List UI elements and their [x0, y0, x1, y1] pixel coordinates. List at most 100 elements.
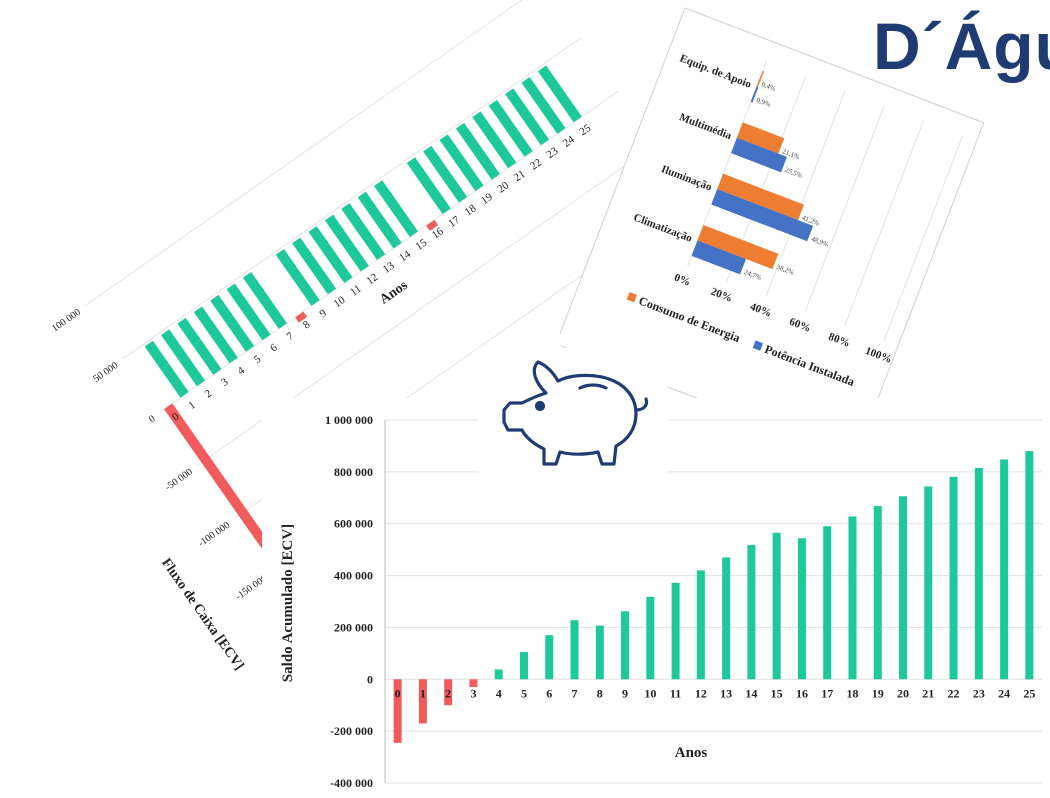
saldo-bar: [924, 486, 933, 680]
saldo-bar: [722, 557, 731, 680]
saldo-y-tick-label: 400 000: [334, 569, 373, 583]
saldo-bars: [393, 451, 1034, 743]
energy-grid-line: [765, 90, 846, 297]
legend-swatch-potencia: [752, 340, 764, 351]
saldo-bar: [949, 476, 958, 680]
energy-bar: [736, 122, 785, 154]
cash-bar: [295, 311, 308, 323]
saldo-x-tick-label: 22: [948, 686, 960, 700]
cash-bar: [406, 157, 451, 215]
saldo-bar: [494, 669, 503, 680]
saldo-x-tick-label: 10: [644, 686, 656, 700]
saldo-x-tick-label: 12: [695, 686, 707, 700]
saldo-x-tick-label: 15: [771, 686, 783, 700]
saldo-chart: 1 000 000 800 000 600 000 400 000 200 000 0 -2…: [280, 413, 1042, 790]
saldo-x-tick-label: 6: [546, 686, 552, 700]
saldo-bar: [1025, 451, 1034, 680]
cash-bar: [537, 65, 582, 123]
saldo-grid: [384, 419, 1042, 784]
cash-bar: [488, 99, 533, 157]
saldo-chart-panel: 1 000 000 800 000 600 000 400 000 200 000 0 -2…: [262, 398, 1050, 793]
cash-y-tick-label: 50 000: [91, 360, 120, 385]
cash-x-tick-label: 21: [512, 168, 528, 184]
saldo-x-tick-label: 21: [922, 686, 934, 700]
cash-x-tick-label: 17: [446, 214, 462, 230]
cash-bar: [472, 111, 517, 169]
energy-bar: [717, 173, 804, 221]
saldo-x-tick-label: 23: [973, 686, 985, 700]
cash-bar: [505, 88, 550, 146]
cash-y-tick-label: 100 000: [50, 307, 83, 335]
saldo-bar: [570, 620, 579, 680]
saldo-bar: [444, 679, 453, 706]
saldo-bar: [595, 625, 604, 680]
legend-swatch-consumo: [626, 291, 638, 303]
saldo-x-tick-label: 17: [821, 686, 833, 700]
saldo-y-tick-label: -200 000: [330, 724, 373, 738]
cash-x-tick-label: 18: [463, 202, 479, 218]
saldo-y-tick-label: 800 000: [334, 465, 373, 479]
cash-y-tick-label: -100 000: [196, 520, 232, 550]
saldo-bar: [519, 652, 528, 680]
page-title: D´Águ: [873, 9, 1050, 83]
cash-flow-y-axis-label: Fluxo de Caixa [ECV]: [158, 556, 246, 673]
energy-bar: [711, 189, 814, 242]
saldo-y-axis-label: Saldo Acumulado [ECV]: [280, 524, 296, 682]
saldo-bar: [772, 532, 781, 680]
saldo-x-tick-label: 5: [521, 686, 527, 700]
cash-bar: [341, 203, 386, 261]
cash-y-tick-label: -50 000: [163, 467, 195, 494]
saldo-x-tick-label: 20: [897, 686, 909, 700]
saldo-bar: [899, 496, 908, 680]
saldo-bar: [393, 679, 402, 743]
saldo-x-tick-label: 13: [720, 686, 732, 700]
cash-bar: [426, 219, 439, 231]
saldo-bar: [1000, 459, 1009, 680]
cash-grid-line: [85, 0, 545, 306]
saldo-x-tick-label: 9: [622, 686, 628, 700]
saldo-bar: [823, 526, 832, 680]
cash-bar: [144, 340, 189, 398]
energy-bar: [697, 225, 779, 270]
saldo-bar: [848, 516, 857, 680]
saldo-y-tick-label: -400 000: [330, 776, 373, 790]
cash-x-tick-label: 3: [219, 376, 231, 389]
cash-bar: [242, 271, 287, 329]
cash-bar: [226, 283, 271, 341]
cash-bar: [374, 180, 419, 238]
cash-y-tick-label: 0: [147, 413, 157, 425]
cash-grid-line: [122, 37, 582, 360]
saldo-x-axis-label: Anos: [675, 745, 708, 761]
energy-grid-line: [844, 120, 924, 327]
saldo-x-tick-label: 3: [470, 686, 476, 700]
saldo-x-tick-label: 25: [1023, 686, 1035, 700]
cash-bar: [423, 145, 468, 203]
cash-bar: [210, 294, 255, 352]
saldo-x-tick-label: 24: [998, 686, 1010, 700]
cash-bar: [292, 237, 337, 295]
cash-x-tick-label: 4: [235, 364, 247, 377]
saldo-x-tick-label: 2: [445, 686, 451, 700]
energy-bar: [756, 70, 764, 87]
cash-x-tick-label: 19: [479, 191, 495, 207]
cash-bar: [455, 122, 500, 180]
cash-flow-x-axis-label: Anos: [377, 278, 411, 308]
saldo-x-tick-label: 7: [572, 686, 578, 700]
saldo-y-ticks: 1 000 000 800 000 600 000 400 000 200 000 0 -2…: [325, 413, 373, 790]
energy-x-tick-label: 0%: [672, 272, 692, 289]
cash-bar: [193, 306, 238, 364]
cash-x-tick-label: 13: [381, 259, 397, 275]
cash-x-tick-label: 11: [348, 283, 364, 299]
saldo-x-tick-label: 16: [796, 686, 808, 700]
cash-x-tick-label: 0: [170, 410, 182, 423]
cash-bar: [308, 226, 353, 283]
saldo-bar: [747, 544, 756, 680]
energy-bars: 0,4%0,9%21,1%25,5%41,2%48,9%38,2%24,7%: [691, 70, 830, 282]
cash-bar: [177, 317, 222, 375]
saldo-y-tick-label: 600 000: [334, 517, 373, 531]
saldo-x-ticks: 0 1 2 3 4 5 6 7 8 9 10 11 12 13 14 15 16 17 18 19 20 21 22 23 24…: [395, 686, 1036, 700]
cash-x-tick-label: 15: [413, 236, 429, 252]
saldo-bar: [545, 635, 554, 680]
saldo-y-tick-label: 1 000 000: [325, 413, 373, 427]
cash-x-tick-label: 1: [186, 399, 197, 412]
